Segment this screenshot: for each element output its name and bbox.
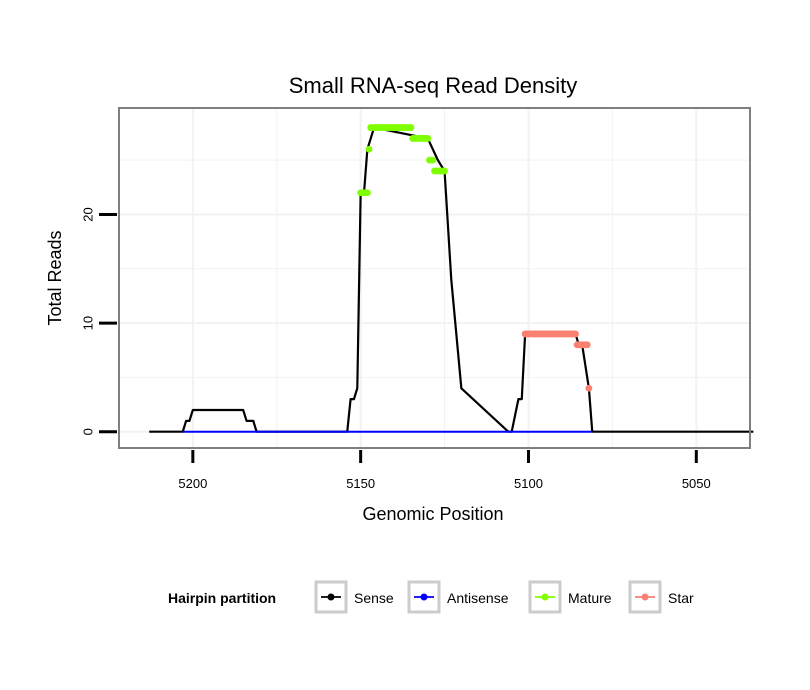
chart-title: Small RNA-seq Read Density: [289, 73, 578, 98]
legend-title: Hairpin partition: [168, 590, 276, 606]
x-axis: 5200 5150 5100 5050: [178, 450, 711, 491]
plot-background: [119, 108, 750, 448]
x-tick-label-5200: 5200: [178, 476, 207, 491]
legend-label-antisense: Antisense: [447, 590, 509, 606]
legend-item-antisense: Antisense: [407, 580, 509, 614]
legend-items: Sense Antisense Mature Star: [314, 580, 694, 614]
y-tick-label-20: 20: [81, 207, 96, 221]
x-tick-label-5050: 5050: [682, 476, 711, 491]
mature-point: [365, 145, 373, 153]
x-tick-label-5100: 5100: [514, 476, 543, 491]
star-point: [583, 341, 591, 349]
plot-border: [118, 107, 751, 449]
series-line-sense: [149, 126, 754, 433]
legend-item-sense: Sense: [314, 580, 394, 614]
legend-item-star: Star: [628, 580, 694, 614]
mature-point: [424, 135, 432, 142]
legend-label-sense: Sense: [354, 590, 394, 606]
mature-point: [363, 189, 371, 197]
legend-label-mature: Mature: [568, 590, 612, 606]
mature-point: [441, 167, 448, 175]
mature-point: [429, 156, 437, 164]
y-tick-label-0: 0: [81, 428, 96, 435]
legend-key-point: [541, 593, 549, 601]
y-tick-label-10: 10: [81, 316, 96, 330]
legend-key-point: [420, 593, 428, 601]
series-points-star: [521, 330, 593, 392]
plot-area: [118, 107, 754, 449]
star-point: [585, 384, 593, 392]
series-points-mature: [357, 124, 448, 197]
legend-key-point: [641, 593, 649, 601]
legend-key-point: [327, 593, 335, 601]
series-layer: [149, 124, 754, 433]
x-tick-label-5150: 5150: [346, 476, 375, 491]
x-axis-title: Genomic Position: [362, 504, 503, 524]
legend-item-mature: Mature: [528, 580, 612, 614]
star-point: [572, 330, 579, 338]
y-axis: 0 10 20: [81, 207, 117, 435]
legend: Hairpin partition Sense Antisense Mature St…: [168, 580, 694, 614]
mature-point: [407, 124, 415, 131]
legend-label-star: Star: [668, 590, 694, 606]
y-axis-title: Total Reads: [45, 230, 65, 325]
